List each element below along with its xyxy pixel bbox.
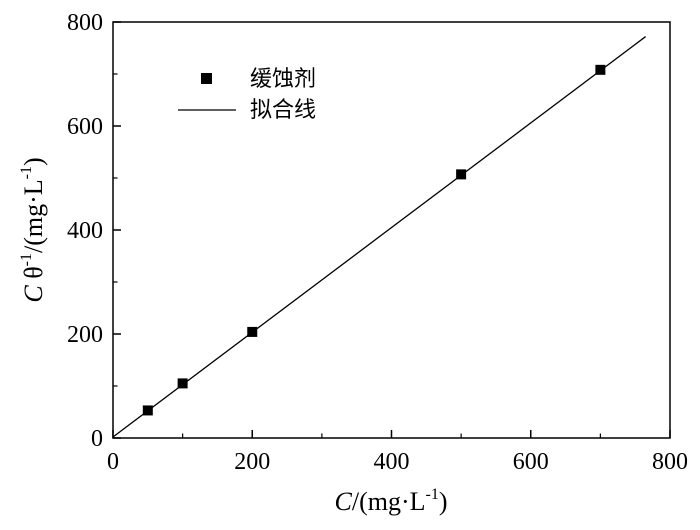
x-tick-label: 200: [234, 449, 270, 475]
legend: 缓蚀剂 拟合线: [178, 67, 316, 123]
data-point-square: [595, 64, 606, 75]
tick-labels-group: 0 200 400 600 800 0 200 400 600 800: [67, 10, 688, 475]
y-tick-label: 0: [91, 426, 103, 452]
y-axis-title: C θ-1/(mg·L-1): [18, 157, 48, 302]
y-tick-label: 800: [67, 10, 103, 36]
y-tick-label: 400: [67, 218, 103, 244]
fit-line: [112, 36, 647, 438]
legend-label-inhibitor: 缓蚀剂: [250, 67, 316, 92]
x-axis-title: C/(mg·L-1): [335, 486, 448, 516]
y-tick-label: 600: [67, 114, 103, 140]
data-point-square: [177, 378, 188, 389]
legend-marker-square: [201, 73, 212, 84]
ticks-group: [112, 21, 671, 439]
x-tick-label: 800: [652, 449, 688, 475]
data-point-square: [456, 169, 467, 180]
x-tick-label: 600: [513, 449, 549, 475]
y-tick-label: 200: [67, 322, 103, 348]
plot-frame: [112, 21, 671, 439]
data-point-square: [142, 405, 153, 416]
legend-label-fit-line: 拟合线: [250, 98, 316, 123]
x-tick-label: 400: [374, 449, 410, 475]
data-point-square: [247, 326, 258, 337]
x-tick-label: 0: [107, 449, 119, 475]
series-layer: [112, 36, 647, 438]
